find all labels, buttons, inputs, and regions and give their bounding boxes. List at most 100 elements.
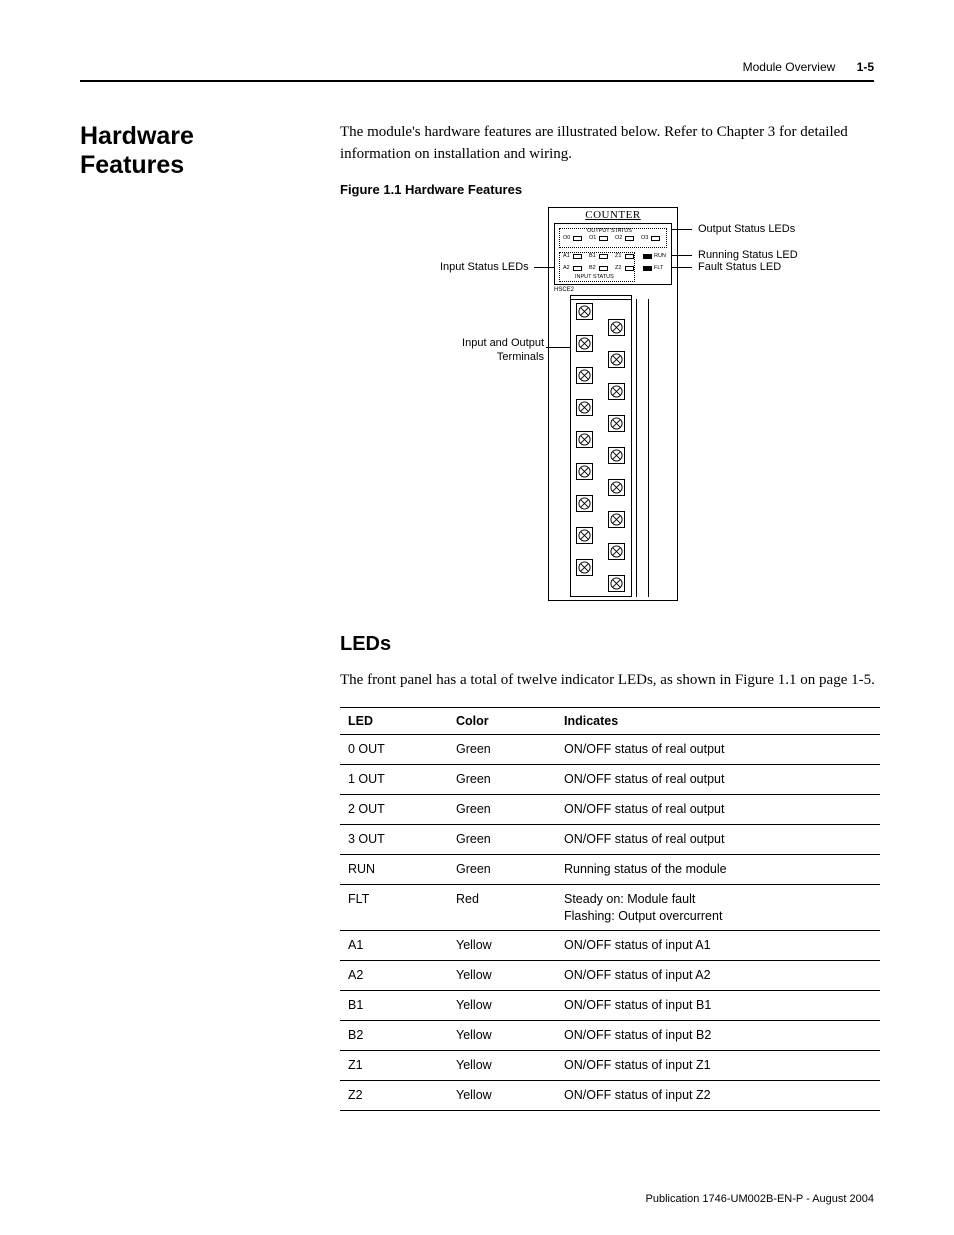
figure-caption: Figure 1.1 Hardware Features bbox=[340, 182, 880, 197]
counter-label: COUNTER bbox=[558, 209, 668, 221]
terminal-screw bbox=[576, 303, 593, 320]
hsce2-label: HSCE2 bbox=[554, 287, 574, 293]
cell-color: Yellow bbox=[448, 1021, 556, 1051]
cell-led: A2 bbox=[340, 961, 448, 991]
cell-color: Yellow bbox=[448, 1080, 556, 1110]
cell-led: RUN bbox=[340, 854, 448, 884]
section-title: Hardware Features bbox=[80, 122, 300, 180]
cell-led: 2 OUT bbox=[340, 795, 448, 825]
terminal-screw bbox=[608, 383, 625, 400]
terminal-screw bbox=[608, 511, 625, 528]
th-color: Color bbox=[448, 708, 556, 735]
leader-running bbox=[672, 255, 692, 256]
table-row: Z1YellowON/OFF status of input Z1 bbox=[340, 1050, 880, 1080]
cell-led: B2 bbox=[340, 1021, 448, 1051]
cell-indicates: ON/OFF status of real output bbox=[556, 824, 880, 854]
panel-output-status: OUTPUT STATUS bbox=[587, 229, 632, 235]
cell-indicates: ON/OFF status of input A2 bbox=[556, 961, 880, 991]
callout-output-status-leds: Output Status LEDs bbox=[698, 223, 795, 236]
cell-color: Green bbox=[448, 824, 556, 854]
terminal-screw bbox=[608, 351, 625, 368]
terminal-screw bbox=[608, 447, 625, 464]
cell-color: Yellow bbox=[448, 931, 556, 961]
cell-indicates: ON/OFF status of real output bbox=[556, 765, 880, 795]
page: Module Overview 1-5 Hardware Features Th… bbox=[0, 0, 954, 1235]
panel-input-status: INPUT STATUS bbox=[575, 275, 614, 281]
terminal-screw bbox=[608, 543, 625, 560]
cell-indicates: ON/OFF status of input B1 bbox=[556, 991, 880, 1021]
running-header: Module Overview 1-5 bbox=[80, 60, 874, 82]
terminal-screw bbox=[608, 479, 625, 496]
right-column: The module's hardware features are illus… bbox=[340, 122, 880, 1111]
leds-paragraph: The front panel has a total of twelve in… bbox=[340, 670, 880, 692]
hardware-figure: COUNTER OUTPUT STATUS O0 O1 O2 O3 A1 bbox=[380, 207, 880, 605]
cell-led: B1 bbox=[340, 991, 448, 1021]
publication-line: Publication 1746-UM002B-EN-P - August 20… bbox=[646, 1193, 875, 1205]
callout-fault-status-led: Fault Status LED bbox=[698, 261, 781, 274]
cell-indicates: ON/OFF status of real output bbox=[556, 795, 880, 825]
two-column-layout: Hardware Features The module's hardware … bbox=[80, 122, 874, 1111]
cell-color: Green bbox=[448, 765, 556, 795]
table-row: 0 OUTGreenON/OFF status of real output bbox=[340, 735, 880, 765]
cell-indicates: Steady on: Module faultFlashing: Output … bbox=[556, 884, 880, 931]
table-row: Z2YellowON/OFF status of input Z2 bbox=[340, 1080, 880, 1110]
table-row: 2 OUTGreenON/OFF status of real output bbox=[340, 795, 880, 825]
cell-indicates: ON/OFF status of real output bbox=[556, 735, 880, 765]
header-page: 1-5 bbox=[857, 60, 874, 74]
table-row: A1YellowON/OFF status of input A1 bbox=[340, 931, 880, 961]
terminal-screw bbox=[608, 319, 625, 336]
cell-indicates: ON/OFF status of input Z2 bbox=[556, 1080, 880, 1110]
intro-paragraph: The module's hardware features are illus… bbox=[340, 122, 880, 166]
cell-indicates: Running status of the module bbox=[556, 854, 880, 884]
table-row: FLTRedSteady on: Module faultFlashing: O… bbox=[340, 884, 880, 931]
terminal-screw bbox=[576, 559, 593, 576]
cell-indicates: ON/OFF status of input Z1 bbox=[556, 1050, 880, 1080]
table-row: RUNGreenRunning status of the module bbox=[340, 854, 880, 884]
terminal-guide-right bbox=[636, 299, 637, 597]
terminal-screw bbox=[576, 431, 593, 448]
cell-led: 0 OUT bbox=[340, 735, 448, 765]
led-flt bbox=[643, 266, 652, 271]
led-o2 bbox=[625, 236, 634, 241]
terminal-screw bbox=[576, 495, 593, 512]
cell-led: Z2 bbox=[340, 1080, 448, 1110]
th-led: LED bbox=[340, 708, 448, 735]
left-column: Hardware Features bbox=[80, 122, 300, 1111]
cell-indicates: ON/OFF status of input A1 bbox=[556, 931, 880, 961]
leader-input-status bbox=[534, 267, 554, 268]
terminal-screw bbox=[576, 463, 593, 480]
callout-input-status-leds: Input Status LEDs bbox=[440, 261, 529, 274]
terminal-screw bbox=[576, 399, 593, 416]
led-o0 bbox=[573, 236, 582, 241]
table-row: A2YellowON/OFF status of input A2 bbox=[340, 961, 880, 991]
cell-color: Green bbox=[448, 795, 556, 825]
leds-title: LEDs bbox=[340, 633, 880, 656]
terminal-screw bbox=[576, 527, 593, 544]
th-indicates: Indicates bbox=[556, 708, 880, 735]
terminal-screw bbox=[576, 335, 593, 352]
leader-io-terminals bbox=[546, 347, 570, 348]
cell-color: Green bbox=[448, 854, 556, 884]
terminal-guide-right2 bbox=[648, 299, 649, 597]
terminal-screw bbox=[608, 575, 625, 592]
cell-indicates: ON/OFF status of input B2 bbox=[556, 1021, 880, 1051]
cell-led: Z1 bbox=[340, 1050, 448, 1080]
header-chapter: Module Overview bbox=[743, 60, 836, 74]
cell-color: Yellow bbox=[448, 961, 556, 991]
cell-color: Yellow bbox=[448, 991, 556, 1021]
table-row: B1YellowON/OFF status of input B1 bbox=[340, 991, 880, 1021]
cell-led: 1 OUT bbox=[340, 765, 448, 795]
callout-io-terminals-l2: Terminals bbox=[434, 351, 544, 364]
cell-color: Red bbox=[448, 884, 556, 931]
cell-led: 3 OUT bbox=[340, 824, 448, 854]
led-run bbox=[643, 254, 652, 259]
led-panel: OUTPUT STATUS O0 O1 O2 O3 A1 B1 Z1 bbox=[554, 223, 672, 285]
cell-led: A1 bbox=[340, 931, 448, 961]
table-row: 1 OUTGreenON/OFF status of real output bbox=[340, 765, 880, 795]
led-o1 bbox=[599, 236, 608, 241]
leader-output-status bbox=[672, 229, 692, 230]
table-row: 3 OUTGreenON/OFF status of real output bbox=[340, 824, 880, 854]
led-table: LED Color Indicates 0 OUTGreenON/OFF sta… bbox=[340, 707, 880, 1110]
table-header-row: LED Color Indicates bbox=[340, 708, 880, 735]
table-row: B2YellowON/OFF status of input B2 bbox=[340, 1021, 880, 1051]
